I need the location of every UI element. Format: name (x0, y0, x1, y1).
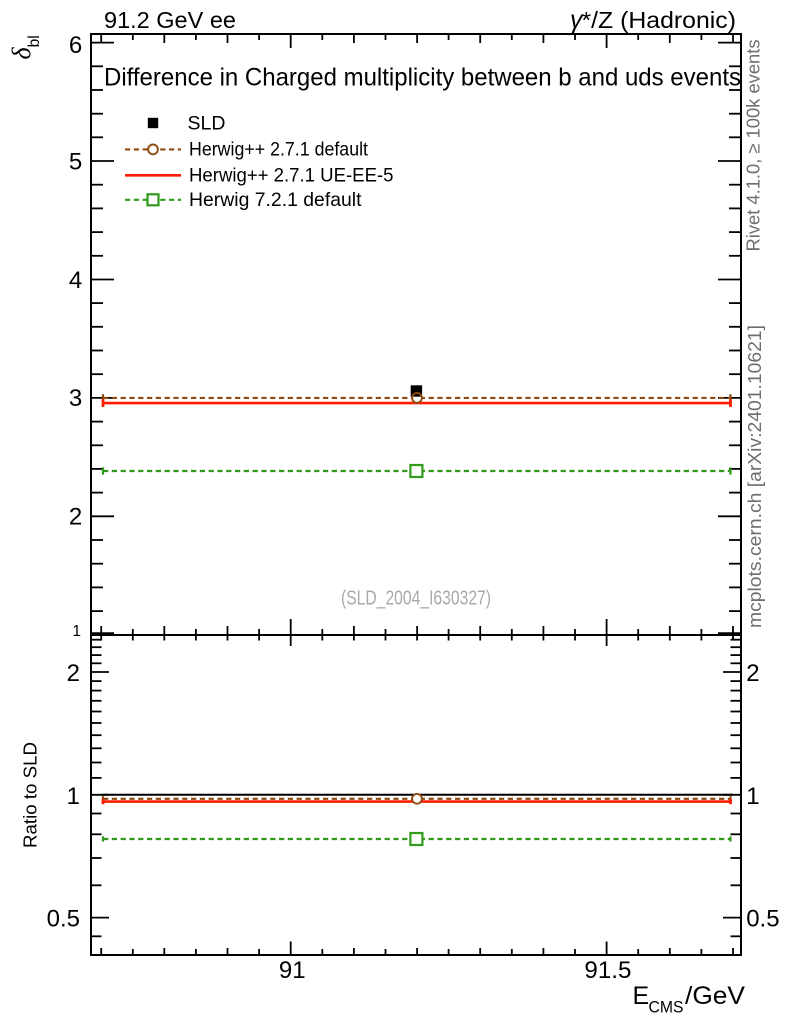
svg-text:/GeV: /GeV (685, 982, 745, 1010)
svg-text:Herwig++ 2.7.1 default: Herwig++ 2.7.1 default (189, 139, 369, 161)
svg-text:Difference in Charged multipli: Difference in Charged multiplicity betwe… (104, 64, 741, 92)
svg-text:(SLD_2004_I630327): (SLD_2004_I630327) (341, 588, 491, 610)
svg-text:mcplots.cern.ch [arXiv:2401.10: mcplots.cern.ch [arXiv:2401.10621] (744, 325, 765, 628)
svg-text:0.5: 0.5 (746, 906, 779, 933)
svg-text:2: 2 (67, 660, 80, 687)
svg-text:0.5: 0.5 (47, 906, 80, 933)
svg-text:91: 91 (279, 957, 306, 984)
svg-text:2: 2 (69, 504, 82, 531)
svg-text:Herwig++ 2.7.1 UE-EE-5: Herwig++ 2.7.1 UE-EE-5 (189, 165, 394, 187)
svg-text:3: 3 (69, 385, 82, 412)
svg-text:91.2 GeV ee: 91.2 GeV ee (104, 7, 236, 33)
svg-text:E: E (633, 982, 650, 1010)
svg-text:Ratio to SLD: Ratio to SLD (21, 742, 41, 848)
svg-text:2: 2 (746, 660, 759, 687)
svg-text:Rivet 4.1.0, ≥ 100k events: Rivet 4.1.0, ≥ 100k events (744, 40, 764, 252)
svg-text:Herwig 7.2.1 default: Herwig 7.2.1 default (189, 189, 362, 211)
svg-text:*/Z (Hadronic): */Z (Hadronic) (582, 7, 737, 33)
svg-text:1: 1 (72, 623, 81, 640)
svg-text:91.5: 91.5 (584, 957, 631, 984)
svg-text:δbl: δbl (7, 35, 43, 59)
svg-text:CMS: CMS (649, 998, 684, 1017)
svg-text:γ: γ (570, 6, 584, 34)
svg-text:6: 6 (69, 32, 82, 59)
svg-text:1: 1 (746, 783, 759, 810)
svg-text:1: 1 (67, 783, 80, 810)
svg-text:5: 5 (69, 148, 82, 175)
svg-text:SLD: SLD (188, 112, 226, 134)
svg-text:4: 4 (69, 267, 82, 294)
